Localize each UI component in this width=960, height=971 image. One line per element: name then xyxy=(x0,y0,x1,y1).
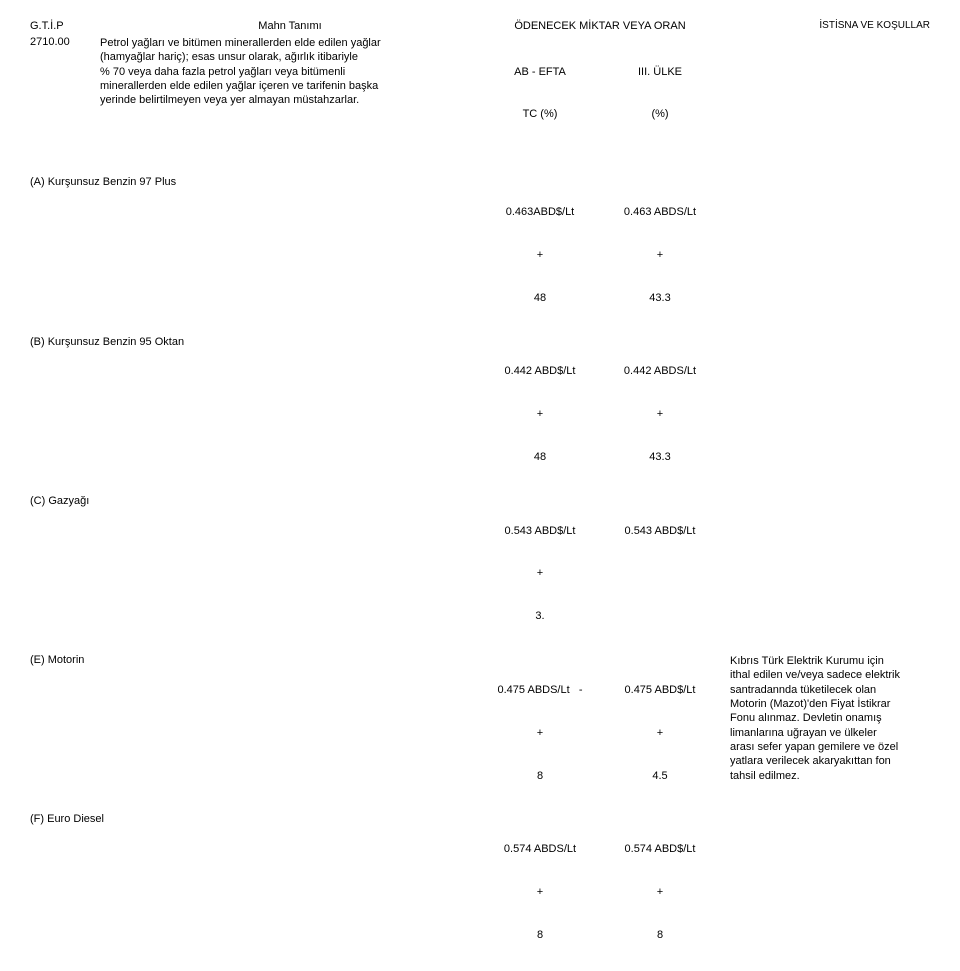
item-label: (F) Euro Diesel xyxy=(30,813,480,970)
item-label: (A) Kurşunsuz Benzin 97 Plus xyxy=(30,176,480,333)
p1: + xyxy=(480,248,600,262)
main-description: Petrol yağları ve bitümen minerallerden … xyxy=(100,36,480,150)
item-val2: 0.463 ABDS/Lt + 43.3 xyxy=(600,176,720,333)
p1: + xyxy=(480,407,600,421)
n2: 4.5 xyxy=(600,769,720,783)
desc-line: % 70 veya daha fazla petrol yağları veya… xyxy=(100,65,480,79)
n1: 3. xyxy=(480,609,600,623)
cond-line: arası sefer yapan gemilere ve özel xyxy=(730,740,930,754)
header-amount: ÖDENECEK MİKTAR VEYA ORAN xyxy=(480,20,720,32)
desc-line: yerinde belirtilmeyen veya yer almayan m… xyxy=(100,93,480,107)
v1: 0.543 ABD$/Lt xyxy=(480,524,600,538)
n1: 8 xyxy=(480,769,600,783)
ulke-col: III. ÜLKE (%) xyxy=(600,36,720,150)
cond-empty xyxy=(720,813,930,970)
p1: + xyxy=(480,566,600,580)
main-row: 2710.00 Petrol yağları ve bitümen minera… xyxy=(30,36,930,150)
desc-line: minerallerden elde edilen yağlar içeren … xyxy=(100,79,480,93)
cond-empty xyxy=(720,336,930,493)
cond-line: yatlara verilecek akaryakıttan fon xyxy=(730,754,930,768)
ulke-label: III. ÜLKE xyxy=(600,65,720,79)
n2: 43.3 xyxy=(600,450,720,464)
item-a: (A) Kurşunsuz Benzin 97 Plus 0.463ABD$/L… xyxy=(30,176,930,333)
p2: + xyxy=(600,407,720,421)
item-label: (B) Kurşunsuz Benzin 95 Oktan xyxy=(30,336,480,493)
ab-efta-col: AB - EFTA TC (%) xyxy=(480,36,600,150)
item-c: (C) Gazyağı 0.543 ABD$/Lt + 3. 0.543 ABD… xyxy=(30,495,930,652)
cond-line: Motorin (Mazot)'den Fiyat İstikrar xyxy=(730,697,930,711)
p2: + xyxy=(600,885,720,899)
item-val1: 0.463ABD$/Lt + 48 xyxy=(480,176,600,333)
v2: 0.475 ABD$/Lt xyxy=(600,683,720,697)
v1: 0.574 ABDS/Lt xyxy=(480,842,600,856)
v1: 0.475 ABDS/Lt - xyxy=(480,683,600,697)
cond-empty xyxy=(720,176,930,333)
item-b: (B) Kurşunsuz Benzin 95 Oktan 0.442 ABD$… xyxy=(30,336,930,493)
n2: 43.3 xyxy=(600,291,720,305)
table-header: G.T.İ.P Mahn Tanımı ÖDENECEK MİKTAR VEYA… xyxy=(30,20,930,32)
cond-empty xyxy=(720,495,930,652)
cond-line: limanlarına uğrayan ve ülkeler xyxy=(730,726,930,740)
item-val1: 0.475 ABDS/Lt - + 8 xyxy=(480,654,600,811)
desc-line: (hamyağlar hariç); esas unsur olarak, ağ… xyxy=(100,50,480,64)
v2: 0.574 ABD$/Lt xyxy=(600,842,720,856)
ulke-sublabel: (%) xyxy=(600,107,720,121)
v1: 0.442 ABD$/Lt xyxy=(480,364,600,378)
cond-line: santradannda tüketilecek olan xyxy=(730,683,930,697)
header-code: G.T.İ.P xyxy=(30,20,100,32)
item-val2: 0.574 ABD$/Lt + 8 xyxy=(600,813,720,970)
item-val2: 0.442 ABDS/Lt + 43.3 xyxy=(600,336,720,493)
header-desc: Mahn Tanımı xyxy=(100,20,480,32)
cond-line: Fonu alınmaz. Devletin onamış xyxy=(730,711,930,725)
desc-line: Petrol yağları ve bitümen minerallerden … xyxy=(100,36,480,50)
n1: 48 xyxy=(480,450,600,464)
cond-line: tahsil edilmez. xyxy=(730,769,930,783)
item-f: (F) Euro Diesel 0.574 ABDS/Lt + 8 0.574 … xyxy=(30,813,930,970)
p2: + xyxy=(600,248,720,262)
item-val2: 0.543 ABD$/Lt xyxy=(600,495,720,652)
main-code: 2710.00 xyxy=(30,36,100,150)
conditions-text: Kıbrıs Türk Elektrik Kurumu için ithal e… xyxy=(720,654,930,811)
v2: 0.463 ABDS/Lt xyxy=(600,205,720,219)
header-conditions: İSTİSNA VE KOŞULLAR xyxy=(720,20,930,32)
v2: 0.543 ABD$/Lt xyxy=(600,524,720,538)
item-val1: 0.543 ABD$/Lt + 3. xyxy=(480,495,600,652)
ab-label: AB - EFTA xyxy=(480,65,600,79)
n2: 8 xyxy=(600,928,720,942)
item-label: (E) Motorin xyxy=(30,654,480,811)
ab-sublabel: TC (%) xyxy=(480,107,600,121)
item-val1: 0.442 ABD$/Lt + 48 xyxy=(480,336,600,493)
n1: 48 xyxy=(480,291,600,305)
p1: + xyxy=(480,726,600,740)
item-label: (C) Gazyağı xyxy=(30,495,480,652)
item-val1: 0.574 ABDS/Lt + 8 xyxy=(480,813,600,970)
v2: 0.442 ABDS/Lt xyxy=(600,364,720,378)
cond-empty xyxy=(720,36,930,150)
cond-line: ithal edilen ve/veya sadece elektrik xyxy=(730,668,930,682)
v1: 0.463ABD$/Lt xyxy=(480,205,600,219)
n1: 8 xyxy=(480,928,600,942)
cond-line: Kıbrıs Türk Elektrik Kurumu için xyxy=(730,654,930,668)
item-e: (E) Motorin 0.475 ABDS/Lt - + 8 0.475 AB… xyxy=(30,654,930,811)
item-val2: 0.475 ABD$/Lt + 4.5 xyxy=(600,654,720,811)
p2: + xyxy=(600,726,720,740)
p1: + xyxy=(480,885,600,899)
